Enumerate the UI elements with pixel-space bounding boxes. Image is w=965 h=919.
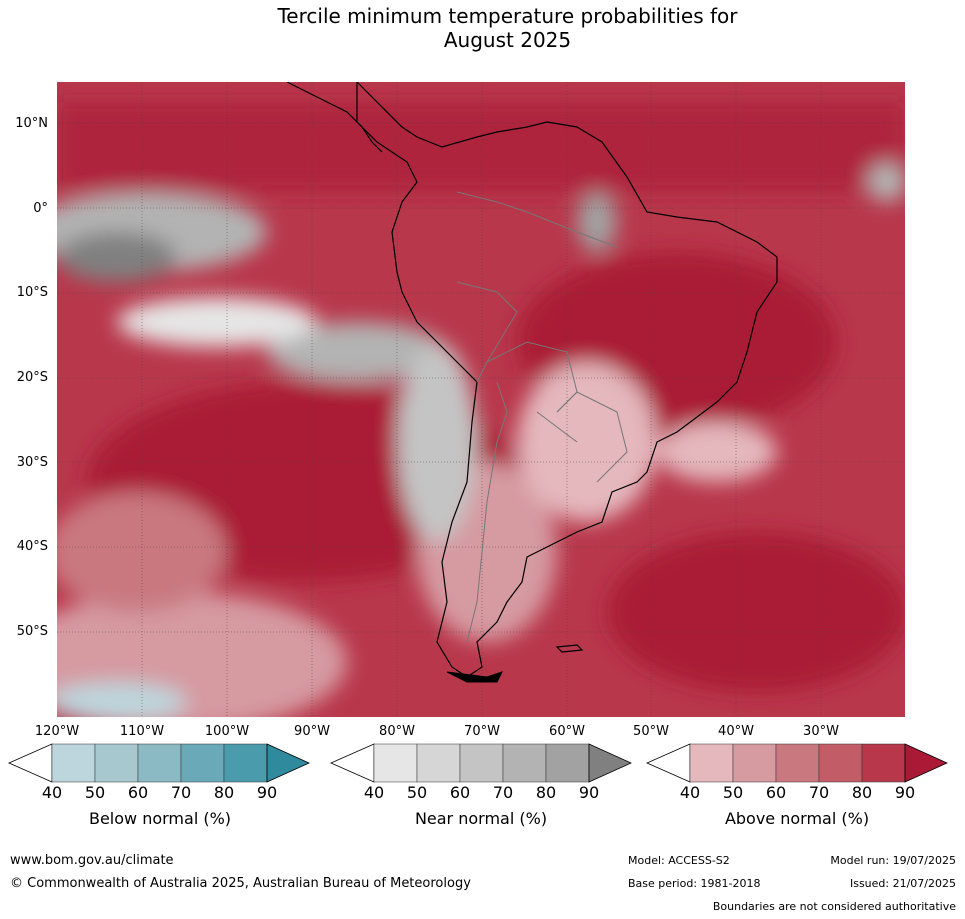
footer-copyright: © Commonwealth of Australia 2025, Austra… <box>10 876 471 891</box>
lon-label-60w: 60°W <box>549 724 585 739</box>
chart-title: Tercile minimum temperature probabilitie… <box>0 4 965 52</box>
cb-below-tick-80: 80 <box>213 783 235 802</box>
cb-below-bin-1 <box>51 743 96 783</box>
cb-below-tick-90: 90 <box>256 783 278 802</box>
lon-label-80w: 80°W <box>379 724 415 739</box>
cb-above-bin-1 <box>689 743 734 783</box>
cb-above-tick-50: 50 <box>722 783 744 802</box>
lat-label-0: 0° <box>33 201 48 216</box>
colorbar-above-normal <box>646 743 948 783</box>
cb-below-bin-5 <box>223 743 268 783</box>
cb-above-tick-60: 60 <box>765 783 787 802</box>
lon-label-120w: 120°W <box>34 724 80 739</box>
cb-above-tick-40: 40 <box>679 783 701 802</box>
lon-label-30w: 30°W <box>803 724 839 739</box>
cb-above-tick-90: 90 <box>894 783 916 802</box>
near-normal-label: Near normal (%) <box>414 809 548 828</box>
cb-near-bin-2 <box>416 743 461 783</box>
cb-near-tick-70: 70 <box>492 783 514 802</box>
title-line-2: August 2025 <box>443 28 572 52</box>
footer-issued: Issued: 21/07/2025 <box>849 877 956 890</box>
cb-above-bin-3 <box>775 743 820 783</box>
cb-near-tick-90: 90 <box>578 783 600 802</box>
lat-label-10n: 10°N <box>15 116 48 131</box>
country-borders <box>456 191 628 643</box>
footer-url: www.bom.gov.au/climate <box>10 853 174 868</box>
cb-above-bin-2 <box>732 743 777 783</box>
lon-label-70w: 70°W <box>464 724 500 739</box>
falkland-islands <box>555 644 584 653</box>
lat-label-20s: 20°S <box>16 370 48 385</box>
cb-near-bin-4 <box>502 743 547 783</box>
cb-below-tick-50: 50 <box>84 783 106 802</box>
lat-label-50s: 50°S <box>16 624 48 639</box>
probability-map <box>57 82 905 717</box>
footer-disclaimer: Boundaries are not considered authoritat… <box>712 900 956 913</box>
cb-near-bin-5 <box>545 743 590 783</box>
graticule <box>57 82 905 717</box>
lon-label-110w: 110°W <box>119 724 165 739</box>
cb-near-tick-50: 50 <box>406 783 428 802</box>
cb-below-tick-70: 70 <box>170 783 192 802</box>
south-america-coastline <box>356 82 778 678</box>
lon-label-50w: 50°W <box>633 724 669 739</box>
cb-above-bin-5 <box>861 743 906 783</box>
below-normal-label: Below normal (%) <box>88 809 232 828</box>
central-america-coastline <box>286 82 383 153</box>
cb-above-tick-70: 70 <box>808 783 830 802</box>
probability-field <box>57 102 905 717</box>
lon-label-90w: 90°W <box>294 724 330 739</box>
colorbar-near-normal <box>330 743 632 783</box>
lon-label-100w: 100°W <box>204 724 250 739</box>
above-normal-label: Above normal (%) <box>724 809 870 828</box>
cb-near-tick-40: 40 <box>363 783 385 802</box>
footer-base-period: Base period: 1981-2018 <box>628 877 761 890</box>
cb-below-bin-3 <box>137 743 182 783</box>
tierra-del-fuego <box>446 671 503 683</box>
cb-near-bin-3 <box>459 743 504 783</box>
lon-label-40w: 40°W <box>718 724 754 739</box>
cb-below-bin-4 <box>180 743 225 783</box>
cb-below-tick-60: 60 <box>127 783 149 802</box>
cb-above-bin-4 <box>818 743 863 783</box>
cb-near-tick-80: 80 <box>535 783 557 802</box>
cb-below-bin-2 <box>94 743 139 783</box>
footer-model-run: Model run: 19/07/2025 <box>830 854 956 867</box>
footer-model: Model: ACCESS-S2 <box>628 854 730 867</box>
cb-near-bin-1 <box>373 743 418 783</box>
lat-label-30s: 30°S <box>16 455 48 470</box>
colorbar-below-normal <box>8 743 310 783</box>
cb-above-tick-80: 80 <box>851 783 873 802</box>
lat-label-10s: 10°S <box>16 285 48 300</box>
cb-below-tick-40: 40 <box>41 783 63 802</box>
cb-below-bins <box>51 743 268 783</box>
title-line-1: Tercile minimum temperature probabilitie… <box>277 4 738 28</box>
cb-near-tick-60: 60 <box>449 783 471 802</box>
lat-label-40s: 40°S <box>16 539 48 554</box>
